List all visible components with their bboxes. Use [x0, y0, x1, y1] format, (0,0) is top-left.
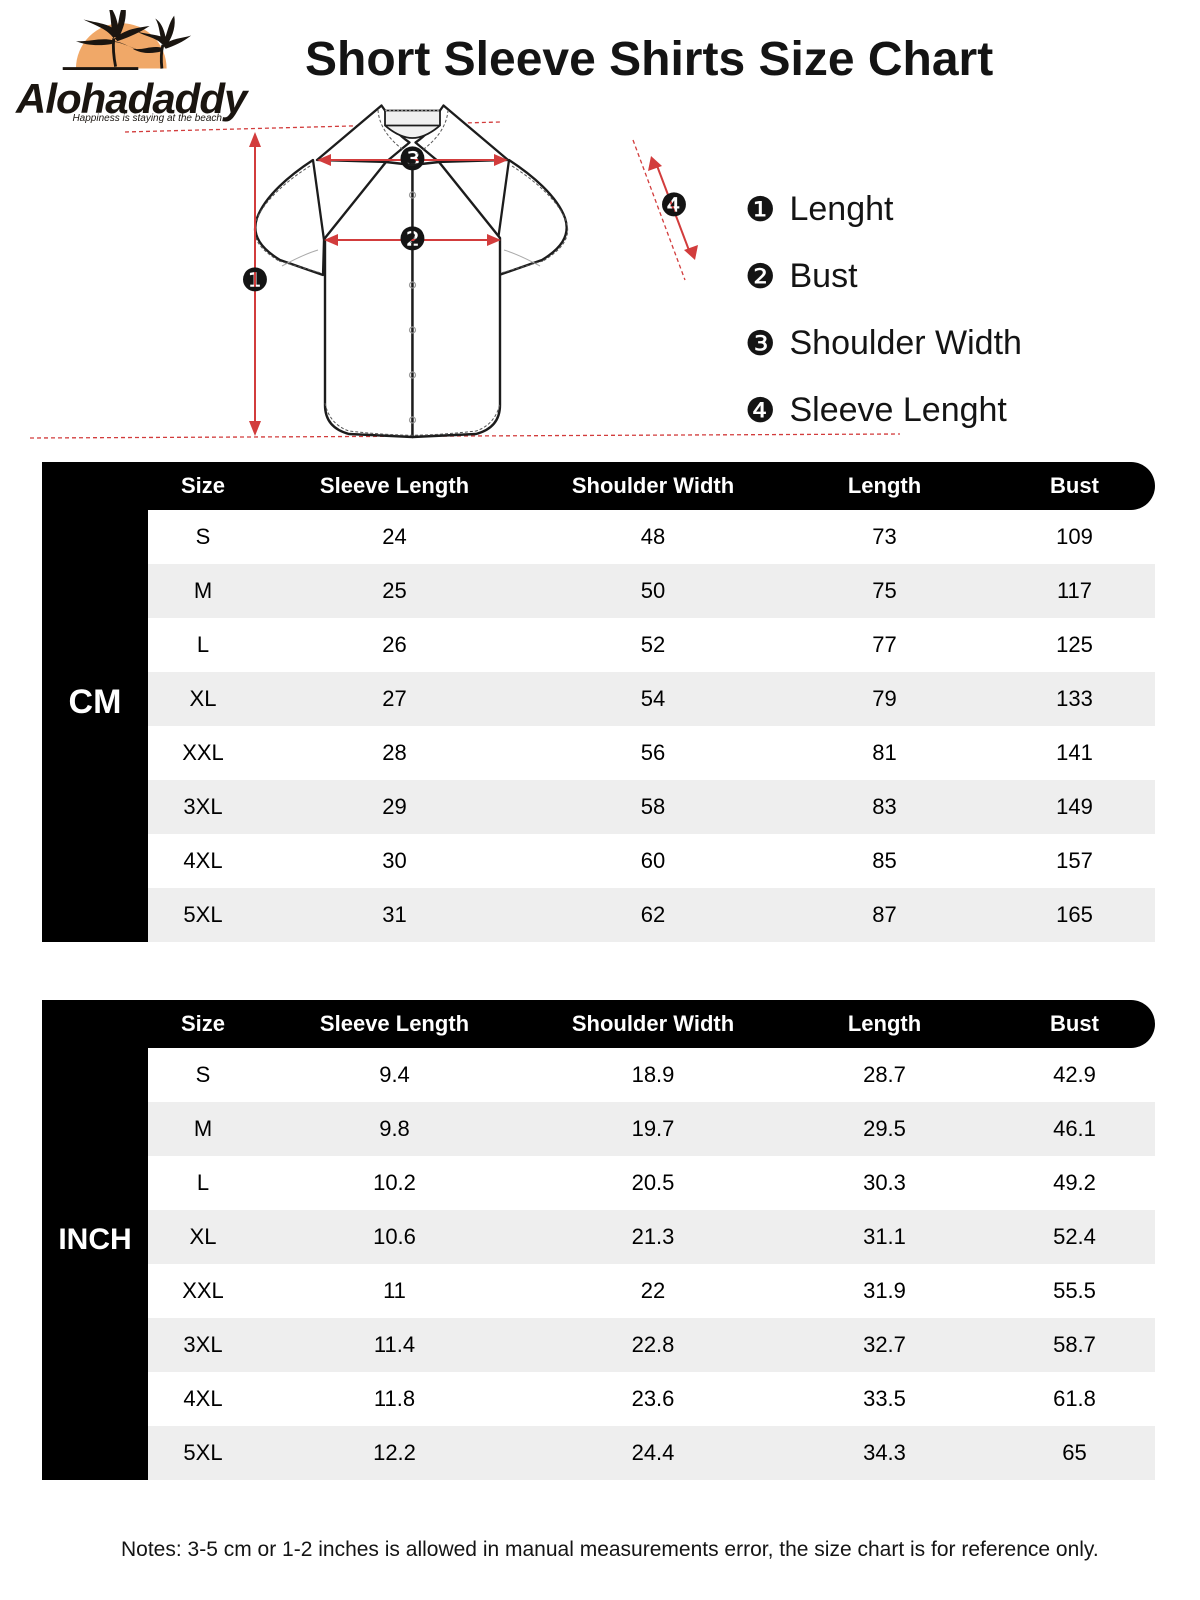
svg-text:❶: ❶ [241, 262, 270, 298]
svg-text:❷: ❷ [398, 221, 427, 257]
svg-text:❸: ❸ [398, 141, 427, 177]
svg-text:❹: ❹ [660, 187, 689, 223]
